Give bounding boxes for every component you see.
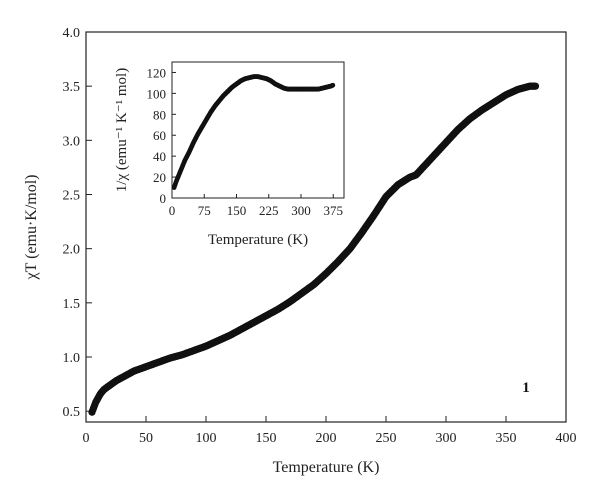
x-tick-label: 150 (256, 431, 277, 446)
inset-plot-frame (171, 61, 345, 199)
y-tick-label: 1.5 (63, 297, 81, 312)
y-tick-label: 2.5 (63, 189, 81, 204)
sample-label: 1 (522, 380, 530, 396)
y-tick-label: 80 (153, 107, 166, 122)
inset-x-axis-title: Temperature (K) (208, 232, 308, 248)
x-tick-label: 300 (291, 203, 311, 218)
main-plot: 0 50 100 150 200 250 300 350 400 0.51.01.52.02.5… (23, 26, 577, 476)
main-x-axis: 0 50 100 150 200 250 300 350 400 (83, 416, 577, 446)
x-tick-label: 375 (324, 203, 344, 218)
data-point (330, 82, 336, 88)
inset-data-series (171, 74, 336, 190)
y-tick-label: 3.5 (63, 80, 81, 95)
main-data-series (88, 82, 540, 416)
x-tick-label: 150 (227, 203, 247, 218)
x-tick-label: 0 (83, 431, 90, 446)
main-y-axis-title: χT (emu·K/mol) (23, 174, 40, 280)
inset-x-axis: 0 75 150 225 300 375 (169, 194, 343, 218)
x-tick-label: 75 (198, 203, 211, 218)
x-tick-label: 350 (496, 431, 517, 446)
inset-y-axis: 0 20 40 60 80 100 120 (147, 65, 176, 206)
inset-y-axis-title: 1/χ (emu⁻¹ K⁻¹ mol) (114, 68, 130, 192)
main-y-axis: 0.5 1.0 1.5 2.0 2.5 3.0 3.5 4.0 (63, 26, 92, 420)
x-tick-label: 225 (259, 203, 279, 218)
main-x-axis-title: Temperature (K) (273, 459, 380, 476)
y-tick-label: 4.0 (63, 26, 81, 41)
data-point (531, 82, 540, 90)
y-tick-label: 120 (147, 65, 167, 80)
y-tick-label: 0 (160, 191, 167, 206)
y-tick-label: 60 (153, 128, 166, 143)
y-tick-label: 0.5 (63, 405, 81, 420)
y-tick-label: 3.0 (63, 134, 81, 149)
y-tick-label: 2.0 (63, 243, 81, 258)
x-tick-label: 50 (139, 431, 153, 446)
x-tick-label: 0 (169, 203, 176, 218)
x-tick-label: 100 (196, 431, 217, 446)
x-tick-label: 300 (436, 431, 457, 446)
x-tick-label: 250 (376, 431, 397, 446)
y-tick-label: 100 (147, 86, 167, 101)
x-tick-label: 200 (316, 431, 337, 446)
y-tick-label: 40 (153, 149, 166, 164)
inset-plot: 0 75 150 225 300 375 0 20 40 60 80 100 120 Temperat… (114, 61, 345, 248)
x-tick-label: 400 (556, 431, 577, 446)
y-tick-label: 20 (153, 170, 166, 185)
y-tick-label: 1.0 (63, 351, 81, 366)
